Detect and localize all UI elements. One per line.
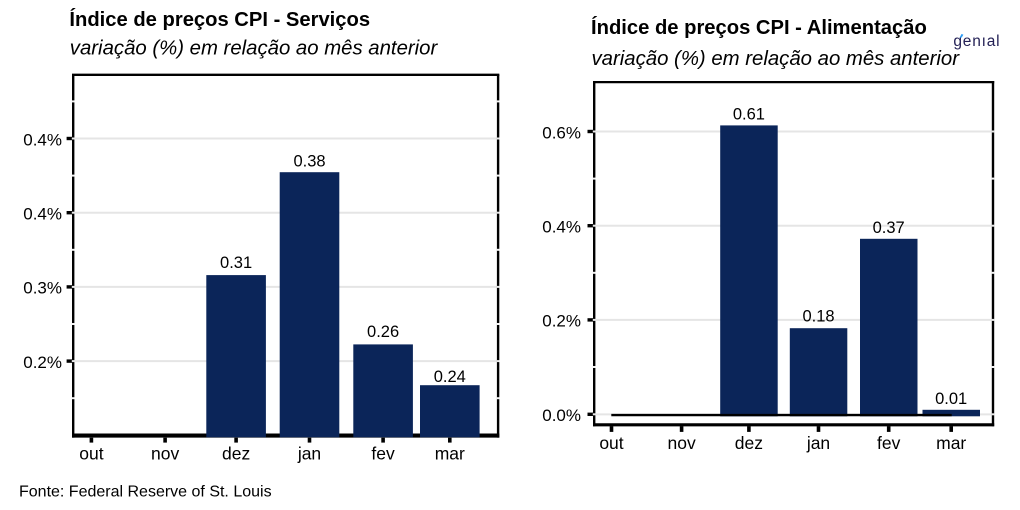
svg-text:jan: jan [806,433,830,453]
svg-text:out: out [79,444,103,464]
svg-text:0.4%: 0.4% [23,205,62,224]
svg-text:0.26: 0.26 [367,323,399,341]
svg-text:0.18: 0.18 [802,307,834,325]
svg-text:fev: fev [371,444,395,464]
svg-text:dez: dez [222,444,250,464]
svg-text:variação (%) em relação ao mês: variação (%) em relação ao mês anterior [592,48,961,70]
svg-text:dez: dez [735,433,763,453]
svg-text:0.61: 0.61 [733,106,765,124]
svg-text:nov: nov [667,433,695,453]
svg-text:Fonte: Federal Reserve of St.: Fonte: Federal Reserve of St. Louis [19,483,272,500]
svg-text:fev: fev [877,433,901,453]
svg-text:0.0%: 0.0% [542,406,581,425]
svg-text:jan: jan [297,444,321,464]
svg-text:variação (%) em relação ao mês: variação (%) em relação ao mês anterior [70,38,439,60]
svg-text:0.4%: 0.4% [23,130,62,149]
svg-text:0.2%: 0.2% [23,353,62,372]
svg-text:nov: nov [151,444,179,464]
svg-text:0.24: 0.24 [434,368,466,386]
svg-text:0.01: 0.01 [935,390,967,408]
svg-text:Índice de preços CPI - Aliment: Índice de preços CPI - Alimentação [591,16,927,39]
svg-text:0.38: 0.38 [293,153,325,171]
svg-text:0.6%: 0.6% [542,123,581,142]
svg-text:0.2%: 0.2% [542,312,581,331]
svg-text:0.37: 0.37 [873,219,905,237]
svg-text:genıal: genıal [953,33,1000,50]
svg-text:0.4%: 0.4% [542,218,581,237]
svg-text:out: out [599,433,623,453]
svg-text:0.31: 0.31 [220,254,252,272]
svg-text:Índice de preços CPI - Serviço: Índice de preços CPI - Serviços [69,8,370,31]
svg-text:0.3%: 0.3% [23,279,62,298]
svg-text:mar: mar [936,433,966,453]
svg-text:mar: mar [435,444,465,464]
